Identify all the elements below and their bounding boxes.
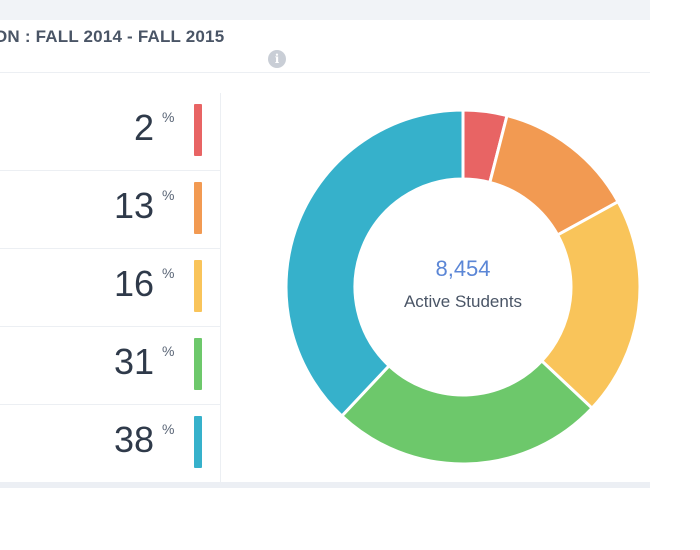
list-item: 16 %: [0, 249, 220, 327]
donut-slice[interactable]: [339, 358, 595, 466]
percent-sign: %: [162, 187, 175, 203]
percentage-value: 16: [113, 263, 154, 304]
percent-sign: %: [162, 265, 175, 281]
percentage-value: 2: [133, 107, 154, 148]
percent-sign: %: [162, 109, 175, 125]
donut-chart: [282, 106, 644, 468]
color-swatch: [194, 416, 202, 468]
color-swatch: [194, 338, 202, 390]
percent-sign: %: [162, 421, 175, 437]
list-item: 38 %: [0, 405, 220, 483]
top-strip: [0, 0, 650, 20]
card-title: ON : FALL 2014 - FALL 2015: [0, 27, 225, 46]
color-swatch: [194, 260, 202, 312]
info-icon[interactable]: i: [268, 50, 286, 68]
active-students-count: 8,454: [435, 256, 491, 281]
percentage-value: 31: [113, 341, 154, 382]
card-header: [0, 24, 650, 73]
donut-slice[interactable]: [539, 199, 642, 411]
list-item: 2 %: [0, 93, 220, 171]
card-bottom-border: [0, 482, 650, 488]
percentage-list: 2 % 13 % 16 % 31 % 38 %: [0, 93, 221, 482]
active-students-label: Active Students: [403, 292, 523, 311]
list-item: 31 %: [0, 327, 220, 405]
donut-svg: [284, 108, 642, 466]
percent-sign: %: [162, 343, 175, 359]
list-item: 13 %: [0, 171, 220, 249]
percentage-value: 38: [113, 419, 154, 460]
percentage-value: 13: [113, 185, 154, 226]
color-swatch: [194, 182, 202, 234]
color-swatch: [194, 104, 202, 156]
donut-slice[interactable]: [284, 108, 465, 419]
